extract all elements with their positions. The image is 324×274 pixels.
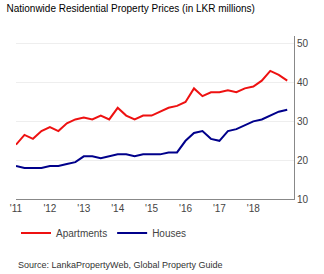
- svg-text:'11: '11: [10, 203, 23, 214]
- svg-text:'13: '13: [77, 203, 90, 214]
- svg-text:40: 40: [297, 77, 309, 88]
- svg-text:'16: '16: [179, 203, 192, 214]
- svg-text:10: 10: [297, 194, 309, 205]
- svg-text:30: 30: [297, 116, 309, 127]
- svg-text:'15: '15: [145, 203, 158, 214]
- svg-text:Houses: Houses: [152, 228, 186, 239]
- svg-text:50: 50: [297, 38, 309, 49]
- svg-text:Nationwide Residential Propert: Nationwide Residential Property Prices (…: [6, 3, 254, 14]
- svg-text:'18: '18: [247, 203, 260, 214]
- svg-text:'14: '14: [111, 203, 124, 214]
- svg-text:20: 20: [297, 155, 309, 166]
- svg-text:Source: LankaPropertyWeb, Glob: Source: LankaPropertyWeb, Global Propert…: [18, 260, 222, 270]
- svg-text:'17: '17: [213, 203, 226, 214]
- svg-text:'12: '12: [43, 203, 56, 214]
- svg-text:Apartments: Apartments: [56, 228, 107, 239]
